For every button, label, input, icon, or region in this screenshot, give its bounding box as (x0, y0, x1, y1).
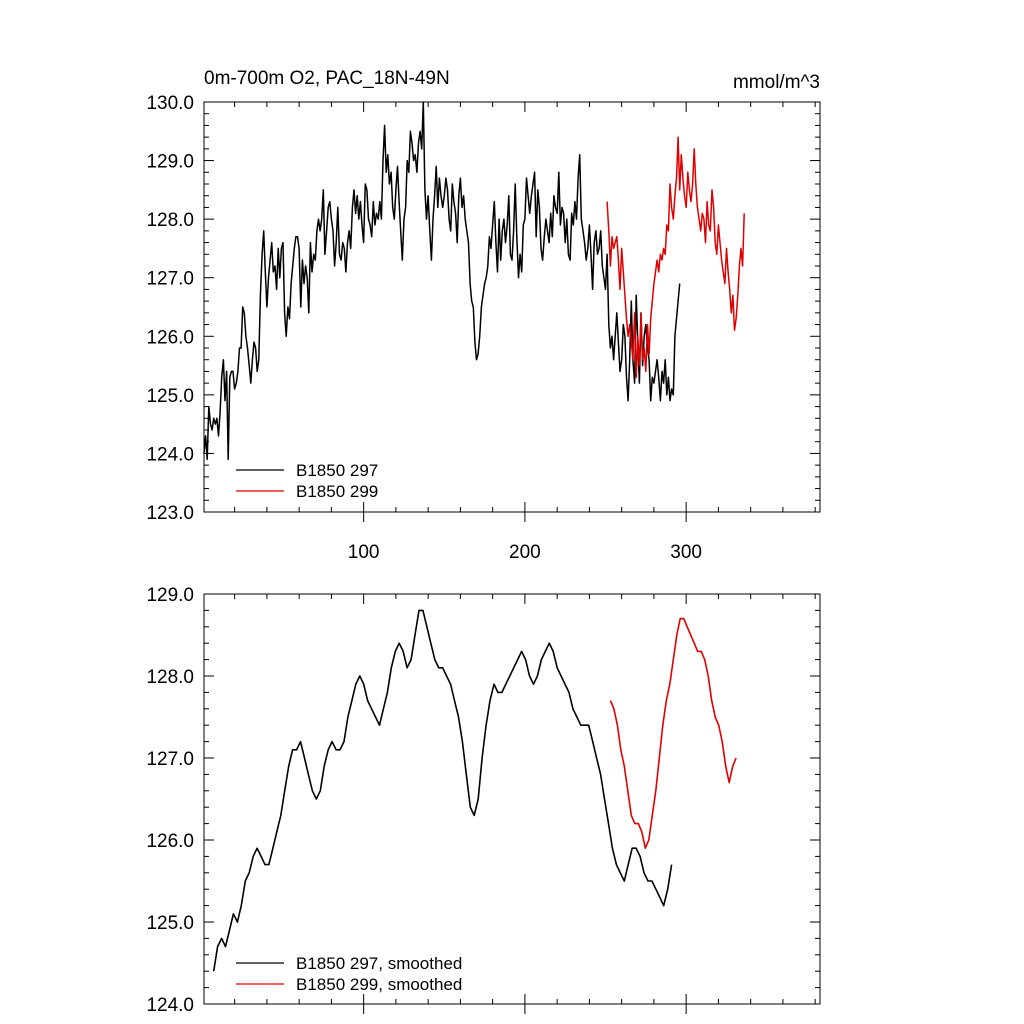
legend-label-299: B1850 299 (296, 482, 378, 501)
bottom-legend: B1850 297, smoothed B1850 299, smoothed (236, 954, 462, 994)
top-panel: 0m-700m O2, PAC_18N-49N mmol/m^3 123.012… (146, 68, 821, 563)
y-tick-label: 128.0 (146, 667, 194, 688)
top-legend: B1850 297 B1850 299 (236, 461, 378, 501)
x-tick-label: 300 (670, 542, 702, 563)
top-plot-frame (203, 101, 821, 513)
top-lines (203, 101, 745, 461)
x-tick-label: 100 (348, 542, 380, 563)
series-line-b1850-297 (203, 101, 681, 461)
y-tick-label: 123.0 (146, 503, 194, 524)
y-tick-label: 126.0 (146, 327, 194, 348)
y-tick-label: 130.0 (146, 93, 194, 114)
y-tick-label: 126.0 (146, 831, 194, 852)
bottom-lines (212, 609, 737, 972)
legend-label-299-smoothed: B1850 299, smoothed (296, 975, 462, 994)
bottom-ticks: 124.0 125.0 126.0 127.0 128.0 129.0 (146, 585, 820, 1016)
series-line-b1850-299-smoothed (609, 617, 737, 850)
units-label: mmol/m^3 (733, 72, 820, 93)
y-tick-label: 127.0 (146, 269, 194, 290)
legend-label-297: B1850 297 (296, 461, 378, 480)
bottom-panel: 124.0 125.0 126.0 127.0 128.0 129.0 B1850 297… (146, 585, 821, 1016)
y-tick-label: 125.0 (146, 913, 194, 934)
y-tick-label: 129.0 (146, 585, 194, 606)
bottom-plot-frame (203, 593, 821, 1005)
y-tick-label: 124.0 (146, 444, 194, 465)
y-tick-label: 129.0 (146, 152, 194, 173)
y-tick-label: 124.0 (146, 995, 194, 1016)
series-line-b1850-297-smoothed (212, 609, 673, 972)
series-line-b1850-299 (606, 136, 745, 379)
x-tick-label: 200 (509, 542, 541, 563)
y-tick-label: 127.0 (146, 749, 194, 770)
y-tick-label: 125.0 (146, 386, 194, 407)
top-ticks: 123.0 124.0 125.0 126.0 127.0 128.0 129.0 130.0… (146, 93, 820, 563)
legend-label-297-smoothed: B1850 297, smoothed (296, 954, 462, 973)
y-tick-label: 128.0 (146, 210, 194, 231)
chart-title: 0m-700m O2, PAC_18N-49N (204, 68, 450, 89)
